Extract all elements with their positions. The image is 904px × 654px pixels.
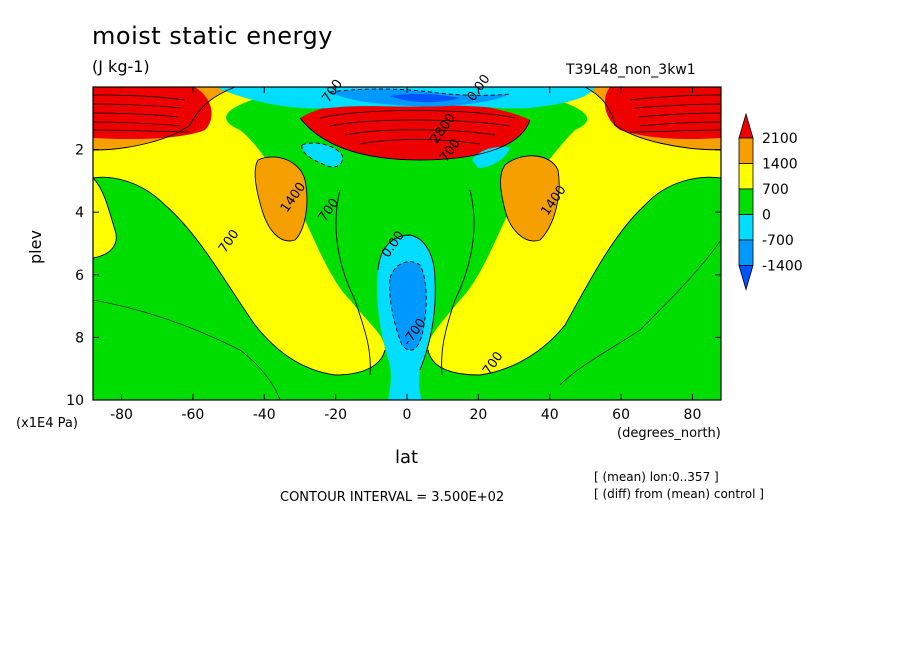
- x-axis-label: lat: [395, 447, 419, 468]
- field-1400-2100-left-lobe: [255, 156, 307, 241]
- field-700-1400-left: [93, 87, 385, 375]
- meta-diff: [ (diff) from (mean) control ]: [594, 487, 764, 501]
- colorbar-label: 0: [762, 208, 771, 224]
- colorbar-swatch: [738, 188, 754, 215]
- field-above-2100-right: [604, 87, 721, 140]
- colorbar-label: -700: [762, 233, 794, 249]
- field-neg-column-dark: [389, 261, 427, 351]
- field-neg-upper-darkest: [390, 93, 460, 103]
- x-tick-label: -60: [181, 407, 204, 423]
- contour-lines: [93, 87, 721, 400]
- y-axis-units: (x1E4 Pa): [16, 416, 78, 431]
- negative-contour-lines: [301, 88, 511, 351]
- colorbar-swatch: [738, 239, 754, 266]
- y-axis-label: plev: [26, 230, 45, 264]
- colorbar-swatch: [738, 214, 754, 241]
- x-tick-label: 60: [612, 407, 630, 423]
- chart-units: (J kg-1): [92, 57, 150, 76]
- x-tick-label: 0: [403, 407, 412, 423]
- y-tick-label: 4: [75, 205, 84, 221]
- colorbar: 2100 1400 700 0 -700 -1400: [738, 112, 803, 291]
- contour-interval: CONTOUR INTERVAL = 3.500E+02: [280, 490, 505, 505]
- colorbar-bottom-arrow: [738, 265, 754, 291]
- y-tick-label: 2: [75, 143, 84, 159]
- run-label: T39L48_non_3kw1: [566, 62, 696, 78]
- colorbar-label: 700: [762, 182, 789, 198]
- y-tick-label: 8: [75, 330, 84, 346]
- field-700-1400-right: [428, 87, 721, 375]
- colorbar-label: 1400: [762, 157, 798, 173]
- x-tick-label: 40: [541, 407, 559, 423]
- field-1400-2100-right-lobe: [500, 155, 560, 241]
- x-tick-label: 20: [469, 407, 487, 423]
- field-above-2100-left: [93, 87, 212, 140]
- field-neg-pocket-right: [472, 146, 510, 168]
- colorbar-swatch: [738, 163, 754, 190]
- plot-area: [93, 87, 721, 400]
- x-tick-label: -80: [110, 407, 133, 423]
- y-axis: 2 4 6 8 10: [66, 143, 721, 409]
- x-tick-label: -20: [324, 407, 347, 423]
- y-tick-label: 6: [75, 268, 84, 284]
- field-neg-pocket-left: [301, 143, 343, 167]
- x-axis-units: (degrees_north): [617, 426, 721, 441]
- colorbar-swatch: [738, 137, 754, 164]
- colorbar-label: -1400: [762, 259, 803, 275]
- x-axis: -80 -60 -40 -20 0 20 40 60 80: [110, 87, 701, 423]
- meta-lon: [ (mean) lon:0..357 ]: [594, 470, 719, 484]
- chart-title: moist static energy: [92, 22, 333, 50]
- field-700-1400-left-edge: [93, 178, 117, 258]
- colorbar-label: 2100: [762, 131, 798, 147]
- colorbar-top-arrow: [738, 112, 754, 139]
- dense-contours: [93, 94, 721, 145]
- x-tick-label: 80: [684, 407, 702, 423]
- y-tick-label: 10: [66, 393, 84, 409]
- x-tick-label: -40: [253, 407, 276, 423]
